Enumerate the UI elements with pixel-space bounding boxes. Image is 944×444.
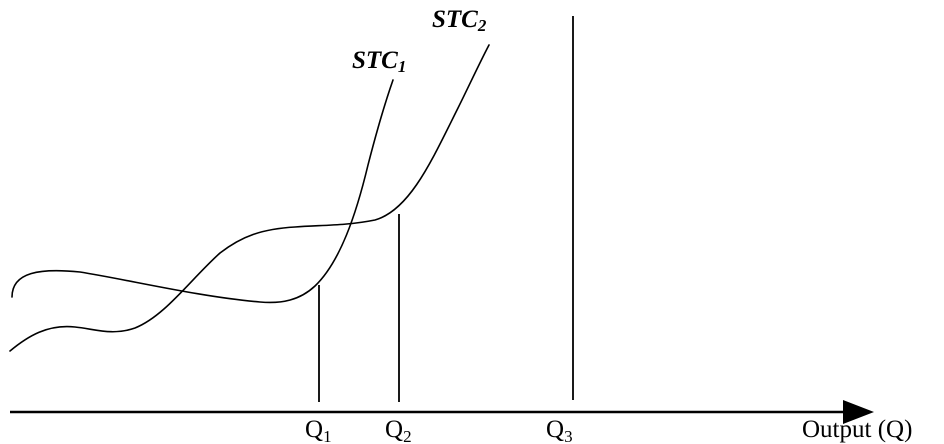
stc1-label: STC1 bbox=[352, 47, 406, 76]
q2-tick-label: Q2 bbox=[385, 416, 412, 444]
stc2-curve bbox=[9, 44, 490, 352]
stc2-label: STC2 bbox=[432, 6, 487, 35]
q1-tick-label: Q1 bbox=[305, 416, 332, 444]
stc1-curve bbox=[11, 79, 394, 304]
x-axis-arrowhead bbox=[843, 400, 874, 424]
q3-tick-label: Q3 bbox=[546, 416, 573, 444]
x-axis-label: Output (Q) bbox=[802, 416, 912, 443]
